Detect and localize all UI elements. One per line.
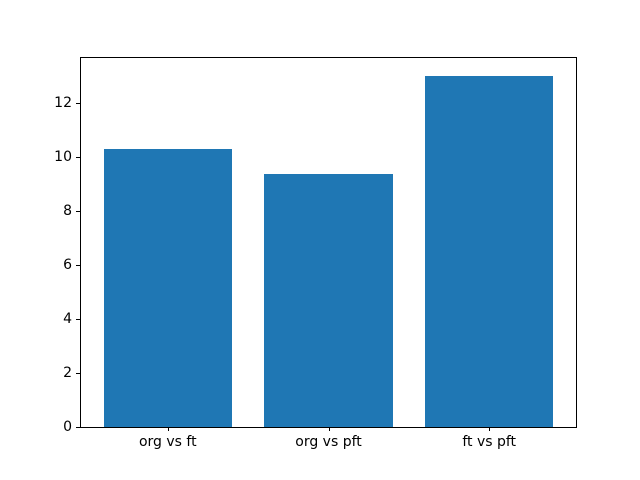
bar-org-vs-pft	[264, 174, 393, 427]
y-tick-mark	[76, 210, 80, 212]
y-tick-mark	[76, 156, 80, 158]
x-tick-mark	[328, 427, 330, 431]
x-tick-mark	[167, 427, 169, 431]
y-tick-label: 4	[63, 310, 72, 327]
x-tick-label: org vs ft	[138, 434, 197, 450]
y-tick-mark	[76, 427, 80, 428]
x-tick-mark	[489, 427, 491, 431]
plot-area: 0 2 4 6 8 10 12 org vs ft org vs pft ft vs pft	[54, 57, 577, 450]
y-tick-label: 8	[63, 202, 72, 219]
y-tick-label: 2	[63, 364, 72, 381]
y-tick-label: 0	[63, 419, 72, 435]
x-tick-label: org vs pft	[295, 434, 362, 450]
x-tick-label: ft vs pft	[462, 434, 517, 450]
y-tick-label: 12	[54, 94, 72, 111]
y-tick-label: 10	[54, 148, 72, 165]
bar-ft-vs-pft	[424, 75, 554, 427]
y-tick-mark	[76, 372, 80, 374]
y-tick-label: 6	[63, 256, 72, 273]
bar-org-vs-ft	[103, 148, 233, 427]
y-tick-mark	[76, 264, 80, 266]
y-tick-mark	[76, 318, 80, 320]
y-tick-mark	[76, 102, 80, 104]
